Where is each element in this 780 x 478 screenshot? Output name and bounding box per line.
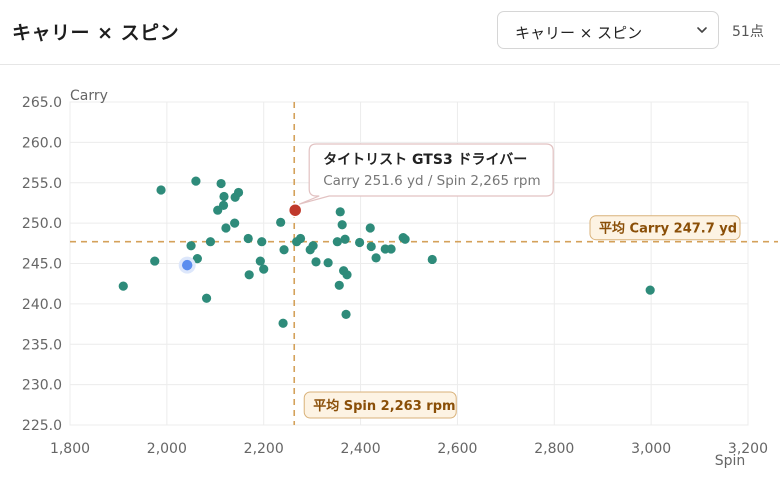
y-tick-label: 250.0 [22, 216, 62, 232]
data-point[interactable] [340, 234, 350, 244]
data-point[interactable] [150, 256, 160, 266]
scatter-chart[interactable]: 225.0 230.0 235.0 240.0 245.0 250.0 255.0 260.0… [0, 64, 780, 478]
data-point[interactable] [233, 187, 244, 198]
data-point[interactable] [400, 234, 410, 244]
tooltip-title: タイトリスト GTS3 ドライバー [323, 152, 527, 168]
data-point[interactable] [192, 254, 202, 264]
x-tick-label: 2,600 [437, 441, 477, 457]
data-point[interactable] [221, 223, 231, 233]
y-tick-label: 235.0 [22, 337, 62, 353]
mean-carry-callout: 平均 Carry 247.7 yd [589, 215, 741, 241]
y-tick-label: 260.0 [22, 135, 62, 151]
data-point[interactable] [259, 264, 269, 274]
data-point[interactable] [257, 237, 267, 247]
data-point[interactable] [230, 218, 240, 228]
data-point[interactable] [216, 178, 226, 189]
mean-callouts: 平均 Carry 247.7 yd 平均 Spin 2,263 rpm [303, 215, 741, 419]
y-tick-label: 255.0 [22, 176, 62, 192]
data-point[interactable] [118, 281, 128, 291]
chevron-down-icon [697, 27, 707, 33]
chart-type-select-value: キャリー × スピン [515, 24, 643, 42]
data-point[interactable] [201, 293, 212, 303]
data-point[interactable] [334, 280, 344, 290]
data-point[interactable] [386, 244, 396, 254]
data-point[interactable] [323, 258, 333, 268]
data-point[interactable] [276, 217, 286, 227]
y-tick-label: 265.0 [22, 95, 62, 111]
point-tooltip: タイトリスト GTS3 ドライバー Carry 251.6 yd / Spin … [298, 143, 554, 205]
data-point[interactable] [218, 200, 229, 210]
data-point[interactable] [645, 285, 655, 295]
data-point[interactable] [255, 256, 265, 266]
data-point[interactable] [371, 253, 381, 263]
chart-type-select[interactable]: キャリー × スピン [497, 11, 719, 49]
highlighted-point[interactable] [287, 202, 303, 218]
data-point[interactable] [191, 176, 201, 186]
x-tick-label: 2,200 [244, 441, 284, 457]
tooltip-detail: Carry 251.6 yd / Spin 2,265 rpm [323, 173, 540, 189]
data-point[interactable] [366, 241, 376, 252]
mean-spin-label: 平均 Spin 2,263 rpm [313, 398, 455, 414]
data-point[interactable] [308, 241, 318, 251]
x-tick-label: 2,800 [534, 441, 574, 457]
y-axis-label: Carry [70, 88, 108, 104]
data-point[interactable] [205, 237, 216, 247]
data-point[interactable] [243, 233, 253, 244]
data-point[interactable] [278, 318, 288, 328]
data-point[interactable] [341, 309, 351, 319]
data-point[interactable] [365, 223, 375, 233]
data-point[interactable] [342, 270, 352, 280]
point-count: 51点 [732, 24, 764, 40]
data-point[interactable] [337, 220, 347, 230]
chart-title: キャリー × スピン [12, 22, 180, 44]
data-point[interactable] [279, 245, 289, 255]
y-tick-label: 240.0 [22, 297, 62, 313]
x-axis-label: Spin [715, 453, 746, 469]
data-point[interactable] [311, 257, 321, 267]
mean-carry-label: 平均 Carry 247.7 yd [599, 221, 737, 237]
x-tick-label: 1,800 [50, 441, 90, 457]
data-point[interactable] [427, 254, 437, 265]
mean-spin-callout: 平均 Spin 2,263 rpm [303, 391, 457, 419]
data-point[interactable] [186, 241, 196, 251]
data-point[interactable] [244, 270, 254, 280]
data-points[interactable] [118, 176, 655, 328]
data-point[interactable] [156, 185, 166, 195]
selected-point[interactable] [181, 259, 193, 271]
chart-header: キャリー × スピン キャリー × スピン 51点 [0, 0, 780, 65]
x-tick-label: 3,200 [728, 441, 768, 457]
x-tick-label: 2,400 [341, 441, 381, 457]
data-point[interactable] [219, 191, 229, 202]
y-tick-label: 230.0 [22, 378, 62, 394]
x-tick-label: 2,000 [147, 441, 187, 457]
data-point[interactable] [355, 237, 365, 248]
tick-labels: 225.0 230.0 235.0 240.0 245.0 250.0 255.0 260.0… [22, 95, 768, 457]
data-point[interactable] [332, 237, 342, 247]
data-point[interactable] [295, 233, 306, 244]
data-point[interactable] [335, 207, 345, 217]
y-tick-label: 225.0 [22, 418, 62, 434]
y-tick-label: 245.0 [22, 257, 62, 273]
x-tick-label: 3,000 [631, 441, 671, 457]
mean-lines [70, 102, 778, 425]
